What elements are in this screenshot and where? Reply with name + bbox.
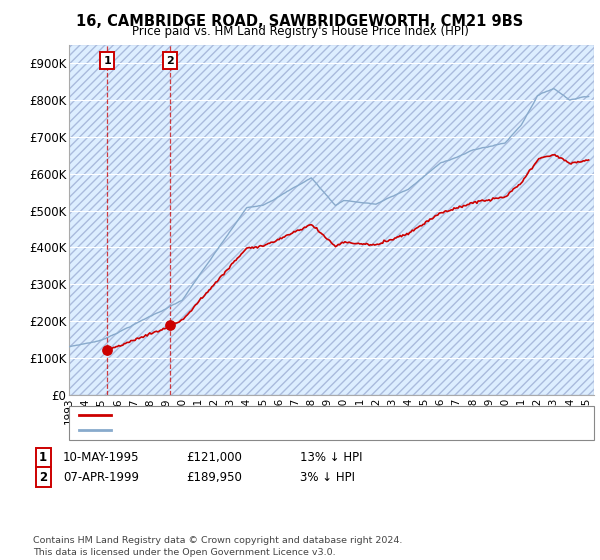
Text: £189,950: £189,950 xyxy=(186,470,242,484)
Text: 16, CAMBRIDGE ROAD, SAWBRIDGEWORTH, CM21 9BS (detached house): 16, CAMBRIDGE ROAD, SAWBRIDGEWORTH, CM21… xyxy=(115,410,523,421)
Text: Price paid vs. HM Land Registry's House Price Index (HPI): Price paid vs. HM Land Registry's House … xyxy=(131,25,469,38)
Text: 07-APR-1999: 07-APR-1999 xyxy=(63,470,139,484)
Text: 16, CAMBRIDGE ROAD, SAWBRIDGEWORTH, CM21 9BS: 16, CAMBRIDGE ROAD, SAWBRIDGEWORTH, CM21… xyxy=(76,14,524,29)
Text: 2: 2 xyxy=(39,470,47,484)
Text: 3% ↓ HPI: 3% ↓ HPI xyxy=(300,470,355,484)
Point xyxy=(166,320,175,329)
Text: £121,000: £121,000 xyxy=(186,451,242,464)
Text: 1: 1 xyxy=(103,55,111,66)
Text: HPI: Average price, detached house, East Hertfordshire: HPI: Average price, detached house, East… xyxy=(115,425,423,435)
Point xyxy=(103,346,112,354)
Text: 10-MAY-1995: 10-MAY-1995 xyxy=(63,451,139,464)
Text: 1: 1 xyxy=(39,451,47,464)
Text: 2: 2 xyxy=(166,55,174,66)
Text: Contains HM Land Registry data © Crown copyright and database right 2024.
This d: Contains HM Land Registry data © Crown c… xyxy=(33,536,403,557)
Text: 13% ↓ HPI: 13% ↓ HPI xyxy=(300,451,362,464)
